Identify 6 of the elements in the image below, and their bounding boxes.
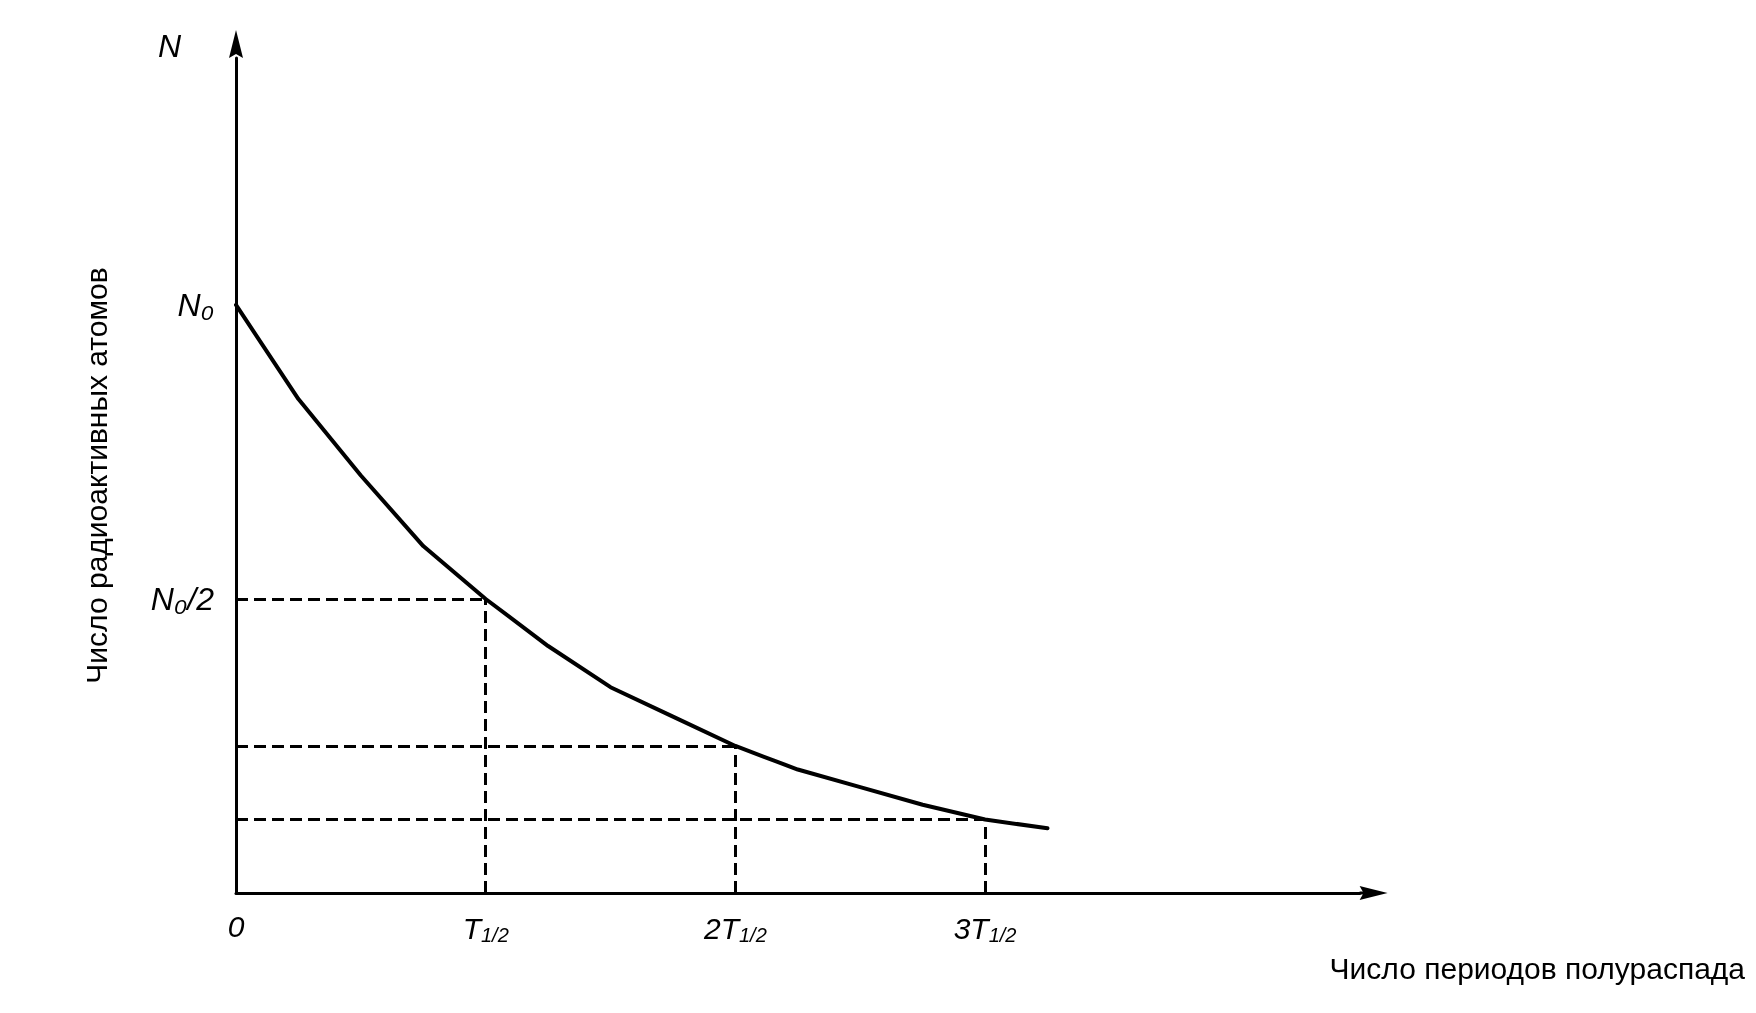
annotation: N₀	[177, 286, 214, 323]
text: N	[158, 28, 182, 64]
x-axis-title: Число периодов полураспада	[1329, 951, 1746, 985]
y-axis-title: Число радиоактивных атомов	[79, 267, 113, 684]
x-tick-label: 0	[227, 909, 245, 943]
ref-line-label: N₀/2	[150, 580, 215, 617]
